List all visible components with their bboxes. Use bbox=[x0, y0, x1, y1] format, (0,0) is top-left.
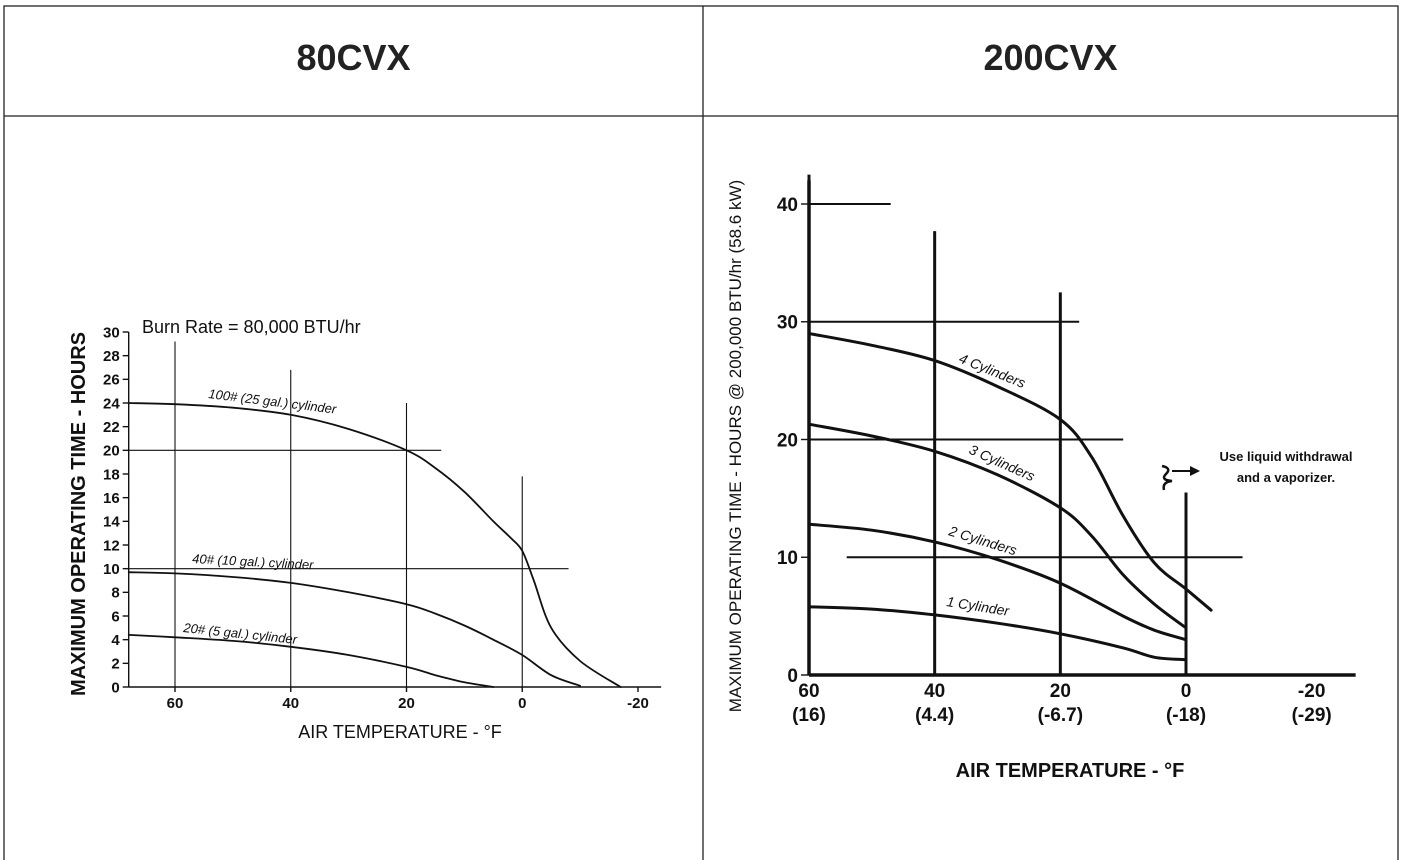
y-tick-label: 30 bbox=[777, 313, 798, 334]
y-tick-label: 24 bbox=[103, 395, 120, 412]
series-line-3-cylinders bbox=[807, 422, 1188, 630]
y-tick-label: 20 bbox=[777, 430, 798, 451]
chart-80cvx-axes bbox=[127, 332, 662, 688]
chart-200cvx-ticks: 0 10 20 30 40 60 (16) 40 (4.4) 20 (-6.7) 0 (-18) -20 (… bbox=[777, 195, 1332, 726]
panel-title-80cvx: 80CVX bbox=[296, 37, 411, 78]
y-tick-label: 28 bbox=[103, 348, 120, 365]
x-tick-sublabel: (-18) bbox=[1166, 705, 1206, 726]
x-tick-label: -20 bbox=[1298, 681, 1325, 702]
y-tick-label: 2 bbox=[111, 656, 119, 673]
series-line-40-10-gal-cylinder bbox=[127, 571, 581, 687]
y-tick-label: 26 bbox=[103, 372, 120, 389]
x-tick-label: 60 bbox=[167, 695, 184, 712]
x-tick-sublabel: (-6.7) bbox=[1038, 705, 1083, 726]
x-tick-label: 0 bbox=[518, 695, 526, 712]
y-tick-label: 16 bbox=[103, 490, 120, 507]
y-tick-label: 10 bbox=[777, 548, 798, 569]
y-tick-label: 6 bbox=[111, 608, 119, 625]
series-label-2-cylinders: 2 Cylinders bbox=[946, 522, 1019, 558]
series-line-100-25-gal-cylinder bbox=[127, 402, 622, 688]
chart-200cvx-axes bbox=[807, 180, 1356, 677]
series-line-4-cylinders bbox=[807, 332, 1213, 612]
x-tick-label: 20 bbox=[398, 695, 415, 712]
chart-80cvx-ylabel: MAXIMUM OPERATING TIME - HOURS bbox=[68, 332, 90, 696]
vaporizer-note-line1: Use liquid withdrawal bbox=[1220, 449, 1353, 464]
y-tick-label: 4 bbox=[111, 632, 120, 649]
y-tick-label: 14 bbox=[103, 514, 120, 531]
arrow-head-icon bbox=[1190, 466, 1200, 476]
y-tick-label: 8 bbox=[111, 585, 119, 602]
series-line-2-cylinders bbox=[807, 522, 1188, 642]
burn-rate-annotation: Burn Rate = 80,000 BTU/hr bbox=[142, 317, 361, 337]
x-tick-label: -20 bbox=[627, 695, 649, 712]
x-tick-sublabel: (4.4) bbox=[915, 705, 954, 726]
chart-200cvx-grid-lines bbox=[807, 174, 1243, 675]
series-line-20-5-gal-cylinder bbox=[127, 634, 495, 688]
y-tick-label: 0 bbox=[787, 666, 798, 687]
y-tick-label: 30 bbox=[103, 324, 120, 341]
chart-80cvx-series bbox=[127, 402, 622, 688]
series-line-1-cylinder bbox=[807, 605, 1188, 662]
chart-80cvx-xlabel: AIR TEMPERATURE - °F bbox=[298, 722, 502, 742]
x-tick-label: 60 bbox=[798, 681, 819, 702]
y-tick-label: 18 bbox=[103, 466, 120, 483]
vaporizer-note-line2: and a vaporizer. bbox=[1237, 470, 1335, 485]
x-tick-sublabel: (-29) bbox=[1292, 705, 1332, 726]
y-tick-label: 22 bbox=[103, 419, 120, 436]
series-label-1-cylinder: 1 Cylinder bbox=[946, 593, 1012, 619]
chart-200cvx-series bbox=[807, 332, 1213, 662]
x-tick-label: 40 bbox=[924, 681, 945, 702]
panel-title-200cvx: 200CVX bbox=[983, 37, 1118, 78]
x-tick-label: 0 bbox=[1181, 681, 1192, 702]
series-label-40lb: 40# (10 gal.) cylinder bbox=[192, 551, 315, 572]
y-tick-label: 0 bbox=[111, 679, 119, 696]
vaporizer-note: Use liquid withdrawal and a vaporizer. bbox=[1161, 449, 1353, 491]
break-symbol bbox=[1161, 464, 1173, 491]
y-tick-label: 10 bbox=[103, 561, 120, 578]
x-tick-label: 40 bbox=[282, 695, 299, 712]
chart-200cvx-ylabel: MAXIMUM OPERATING TIME - HOURS @ 200,000… bbox=[726, 180, 745, 712]
x-tick-sublabel: (16) bbox=[792, 705, 826, 726]
chart-200cvx-xlabel: AIR TEMPERATURE - °F bbox=[956, 760, 1185, 782]
y-tick-label: 12 bbox=[103, 537, 120, 554]
x-tick-label: 20 bbox=[1050, 681, 1071, 702]
y-tick-label: 20 bbox=[103, 443, 120, 460]
y-tick-label: 40 bbox=[777, 195, 798, 216]
